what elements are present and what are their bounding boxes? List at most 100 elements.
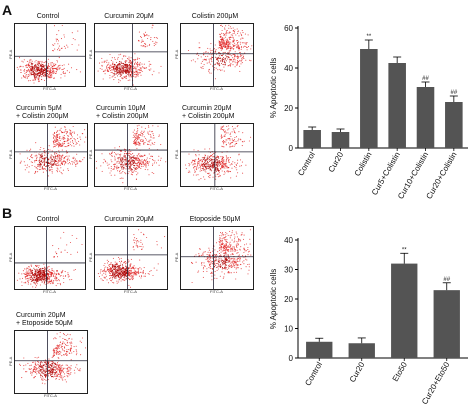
event-dot xyxy=(240,240,242,242)
event-dot xyxy=(40,161,43,163)
event-dot xyxy=(217,160,219,162)
event-dot xyxy=(204,163,206,165)
event-dot xyxy=(238,45,240,47)
event-dot xyxy=(232,36,234,38)
event-dot xyxy=(128,171,130,173)
event-dot xyxy=(109,267,111,270)
event-dot xyxy=(184,164,187,166)
event-dot xyxy=(201,264,203,266)
event-dot xyxy=(36,357,38,359)
event-dot xyxy=(224,43,226,45)
event-dot xyxy=(48,269,50,271)
event-dot xyxy=(44,73,46,75)
event-dot xyxy=(41,372,43,374)
event-dot xyxy=(193,149,195,151)
event-dot xyxy=(194,171,196,174)
event-dot xyxy=(116,162,118,164)
event-dot xyxy=(48,358,50,360)
event-dot xyxy=(234,260,236,262)
event-dot xyxy=(53,164,55,166)
event-dot xyxy=(238,131,240,133)
event-dot xyxy=(139,267,141,269)
event-dot xyxy=(61,47,63,49)
event-dot xyxy=(211,49,213,51)
event-dot xyxy=(129,156,131,158)
event-dot xyxy=(236,64,238,66)
event-dot xyxy=(188,153,190,155)
event-dot xyxy=(228,61,231,63)
event-dot xyxy=(27,69,29,71)
event-dot xyxy=(136,238,138,240)
panel-letter: A xyxy=(2,2,13,18)
event-dot xyxy=(212,56,214,58)
event-dot xyxy=(226,47,228,49)
event-dot xyxy=(44,267,46,269)
event-dot xyxy=(148,139,150,141)
event-dot xyxy=(220,137,222,139)
event-dot xyxy=(109,53,111,56)
event-dot xyxy=(201,157,203,159)
event-dot xyxy=(54,156,56,158)
event-dot xyxy=(47,275,49,277)
flow-plot-title: Curcumin 5μM xyxy=(16,105,62,112)
event-dot xyxy=(208,257,210,259)
event-dot xyxy=(223,70,225,72)
event-dot xyxy=(113,79,115,81)
event-dot xyxy=(113,275,115,277)
event-dot xyxy=(229,65,231,67)
event-dot xyxy=(201,168,203,170)
event-dot xyxy=(67,272,69,274)
event-dot xyxy=(44,159,46,161)
event-dot xyxy=(216,156,218,158)
event-dot xyxy=(99,67,101,70)
event-dot xyxy=(117,268,119,270)
event-dot xyxy=(40,164,42,166)
event-dot xyxy=(54,276,56,278)
event-dot xyxy=(36,265,38,267)
event-dot xyxy=(103,267,106,269)
event-dot xyxy=(120,277,122,279)
event-dot xyxy=(55,139,57,141)
event-dot xyxy=(225,155,227,157)
event-dot xyxy=(41,375,44,378)
event-dot xyxy=(231,257,233,259)
event-dot xyxy=(239,259,241,261)
event-dot xyxy=(40,277,42,279)
event-dot xyxy=(129,59,132,61)
event-dot xyxy=(125,61,127,64)
event-dot xyxy=(228,41,230,43)
event-dot xyxy=(217,176,219,178)
event-dot xyxy=(141,39,143,41)
event-dot xyxy=(58,345,60,347)
event-dot xyxy=(36,275,38,277)
event-dot xyxy=(227,129,229,131)
event-dot xyxy=(137,128,139,130)
event-dot xyxy=(132,159,134,161)
event-dot xyxy=(141,162,143,164)
event-dot xyxy=(129,61,131,63)
event-dot xyxy=(32,271,34,273)
event-dot xyxy=(111,154,113,156)
event-dot xyxy=(217,266,219,268)
event-dot xyxy=(41,269,43,271)
event-dot xyxy=(127,64,129,66)
event-dot xyxy=(188,165,190,167)
event-dot xyxy=(188,170,190,172)
event-dot xyxy=(129,169,131,171)
event-dot xyxy=(193,163,195,165)
event-dot xyxy=(130,276,132,278)
event-dot xyxy=(223,56,225,59)
event-dot xyxy=(232,265,234,267)
event-dot xyxy=(149,69,151,72)
event-dot xyxy=(111,155,113,157)
event-dot xyxy=(121,164,123,166)
event-dot xyxy=(70,132,72,134)
event-dot xyxy=(236,47,238,49)
event-dot xyxy=(245,258,247,260)
event-dot xyxy=(225,36,227,38)
event-dot xyxy=(53,374,55,376)
event-dot xyxy=(53,161,56,164)
event-dot xyxy=(125,73,128,75)
event-dot xyxy=(222,60,224,62)
event-dot xyxy=(142,134,144,136)
